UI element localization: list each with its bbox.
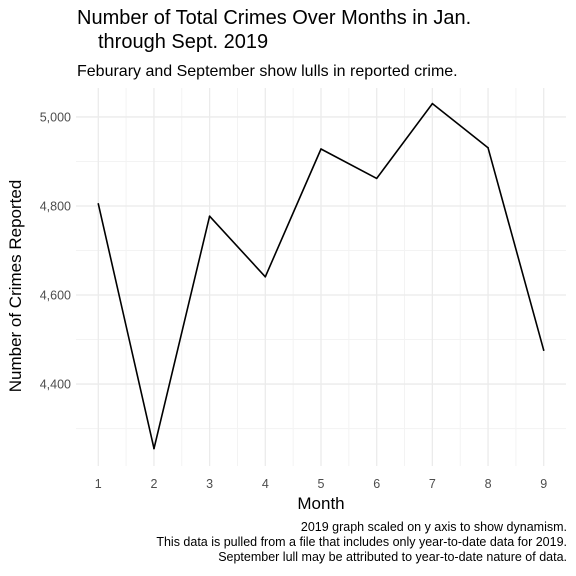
- data-point: [542, 349, 545, 352]
- data-points: [97, 102, 545, 450]
- chart-title: Number of Total Crimes Over Months in Ja…: [77, 6, 557, 54]
- y-tick-label: 4,400: [40, 378, 71, 392]
- data-point: [431, 102, 434, 105]
- data-point: [375, 177, 378, 180]
- data-point: [487, 146, 489, 149]
- x-tick-label: 5: [318, 477, 325, 491]
- data-point: [320, 148, 322, 150]
- y-tick-labels: 4,400 4,600 4,800 5,000: [40, 110, 71, 391]
- chart-title-line-2: through Sept. 2019: [98, 31, 269, 53]
- x-axis-label: Month: [297, 494, 344, 513]
- chart-title-line-1: Number of Total Crimes Over Months in Ja…: [77, 7, 472, 29]
- y-tick-label: 4,600: [40, 289, 71, 303]
- caption-line-2: This data is pulled from a file that inc…: [156, 535, 567, 549]
- x-tick-label: 1: [95, 477, 102, 491]
- grid-lines: [76, 88, 566, 466]
- caption-line-3: September lull may be attributed to year…: [218, 550, 567, 564]
- x-tick-label: 7: [429, 477, 436, 491]
- data-point: [97, 202, 100, 205]
- y-tick-label: 5,000: [40, 110, 71, 124]
- x-tick-label: 3: [206, 477, 213, 491]
- x-tick-label: 6: [373, 477, 380, 491]
- y-axis-label: Number of Crimes Reported: [6, 180, 25, 393]
- chart-subtitle: Feburary and September show lulls in rep…: [77, 63, 458, 80]
- chart-caption: 2019 graph scaled on y axis to show dyna…: [156, 520, 567, 565]
- data-point: [208, 215, 211, 218]
- x-tick-label: 8: [485, 477, 492, 491]
- data-point: [153, 447, 155, 450]
- caption-line-1: 2019 graph scaled on y axis to show dyna…: [300, 520, 567, 534]
- x-tick-label: 9: [540, 477, 547, 491]
- x-tick-label: 4: [262, 477, 269, 491]
- x-tick-labels: 1 2 3 4 5 6 7 8 9: [95, 477, 547, 491]
- x-tick-label: 2: [150, 477, 157, 491]
- data-point: [264, 275, 267, 278]
- y-tick-label: 4,800: [40, 199, 71, 213]
